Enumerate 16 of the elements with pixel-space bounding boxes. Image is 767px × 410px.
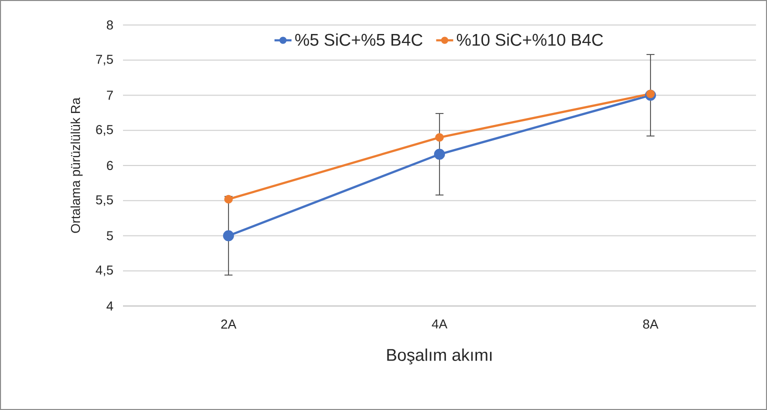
x-tick-label: 8A xyxy=(643,320,658,329)
x-tick-label: 4A xyxy=(432,320,448,328)
y-tick-label: 5 xyxy=(106,231,113,240)
y-tick-label: 6,5 xyxy=(96,125,113,136)
y-tick-label: 7,5 xyxy=(96,54,113,66)
x-axis-title: Boşalım akımı xyxy=(387,348,492,364)
y-tick-label: 6 xyxy=(106,160,113,170)
legend-label: %10 SiC+%10 B4C xyxy=(456,33,603,46)
y-tick-label: 7 xyxy=(106,90,113,100)
legend-label: %5 SiC+%5 B4C xyxy=(295,33,422,46)
y-axis-title: Ortalama pürüzlülük Ra xyxy=(70,98,83,233)
y-tick-label: 4 xyxy=(106,302,114,310)
x-tick-label: 2A xyxy=(221,320,236,329)
y-tick-label: 4,5 xyxy=(96,266,113,276)
y-tick-label: 8 xyxy=(106,20,113,30)
y-tick-label: 5,5 xyxy=(96,195,113,206)
